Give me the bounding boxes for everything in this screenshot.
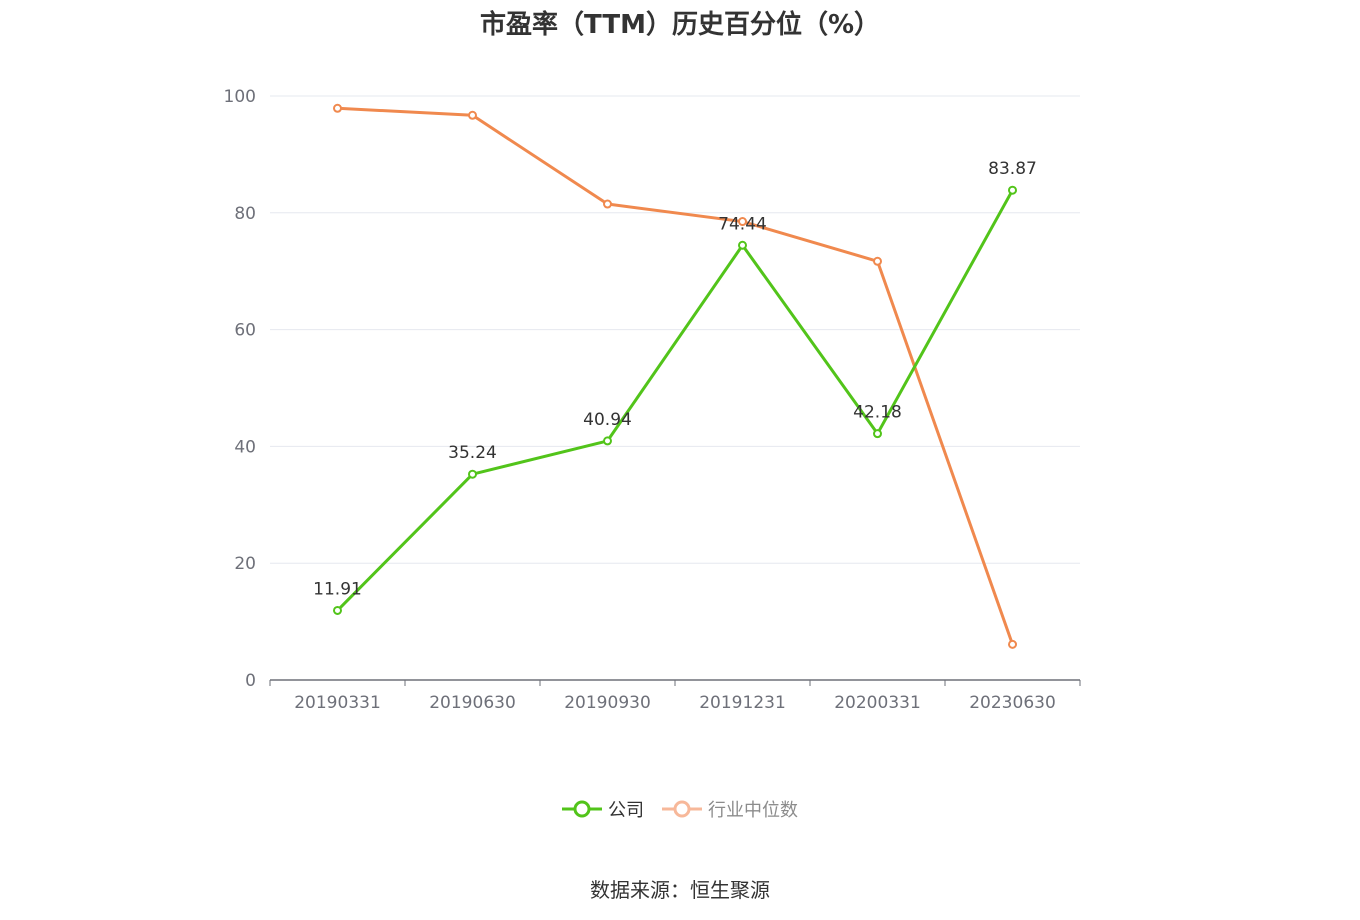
legend-industry-label: 行业中位数 (708, 800, 798, 821)
company-data-point (873, 429, 882, 439)
series (333, 103, 1017, 649)
data-labels: 11.91 35.24 40.94 74.44 42.18 83.87 (313, 159, 1037, 599)
company-data-label: 74.44 (718, 214, 767, 234)
axes: 0 20 40 60 80 100 20190331 20190630 20190930 2019… (224, 87, 1081, 713)
y-tick-label: 40 (234, 437, 256, 457)
y-tick-label: 60 (234, 321, 256, 341)
company-data-point (468, 469, 477, 479)
company-data-label: 11.91 (313, 579, 362, 599)
y-tick-label: 80 (234, 204, 256, 224)
legend-item-company[interactable]: 公司 (562, 796, 644, 822)
y-tick-label: 0 (245, 671, 256, 691)
x-tick-label: 20230630 (969, 693, 1056, 713)
company-data-point (1008, 185, 1017, 195)
y-tick-label: 20 (234, 554, 256, 574)
x-tick-label: 20190930 (564, 693, 651, 713)
company-data-point (603, 436, 612, 446)
industry-data-point (873, 256, 882, 266)
company-data-label: 83.87 (988, 159, 1037, 179)
legend: 公司 行业中位数 (0, 796, 1360, 822)
industry-data-point (1008, 639, 1017, 649)
company-data-label: 42.18 (853, 403, 902, 423)
industry-data-point (603, 199, 612, 209)
company-data-point (738, 240, 747, 250)
y-tick-label: 100 (224, 87, 256, 107)
industry-data-point (333, 103, 342, 113)
industry-series-line (337, 106, 1014, 645)
company-data-point (333, 605, 342, 615)
industry-data-point (738, 217, 747, 227)
line-chart: 0 20 40 60 80 100 20190331 20190630 20190930 2019… (224, 87, 1081, 713)
company-series-line (336, 189, 1014, 612)
data-source: 数据来源：恒生聚源 (590, 878, 770, 902)
x-tick-label: 20200331 (834, 693, 921, 713)
x-tick-label: 20191231 (699, 693, 786, 713)
industry-data-point (468, 110, 477, 120)
chart-title: 市盈率（TTM）历史百分位（%） (480, 10, 880, 40)
legend-company-label: 公司 (608, 800, 644, 821)
company-data-label: 40.94 (583, 410, 632, 430)
company-data-label: 35.24 (448, 443, 497, 463)
x-tick-label: 20190331 (294, 693, 381, 713)
legend-industry-icon (662, 800, 702, 818)
legend-item-industry[interactable]: 行业中位数 (662, 796, 798, 822)
x-tick-label: 20190630 (429, 693, 516, 713)
legend-company-icon (562, 800, 602, 818)
